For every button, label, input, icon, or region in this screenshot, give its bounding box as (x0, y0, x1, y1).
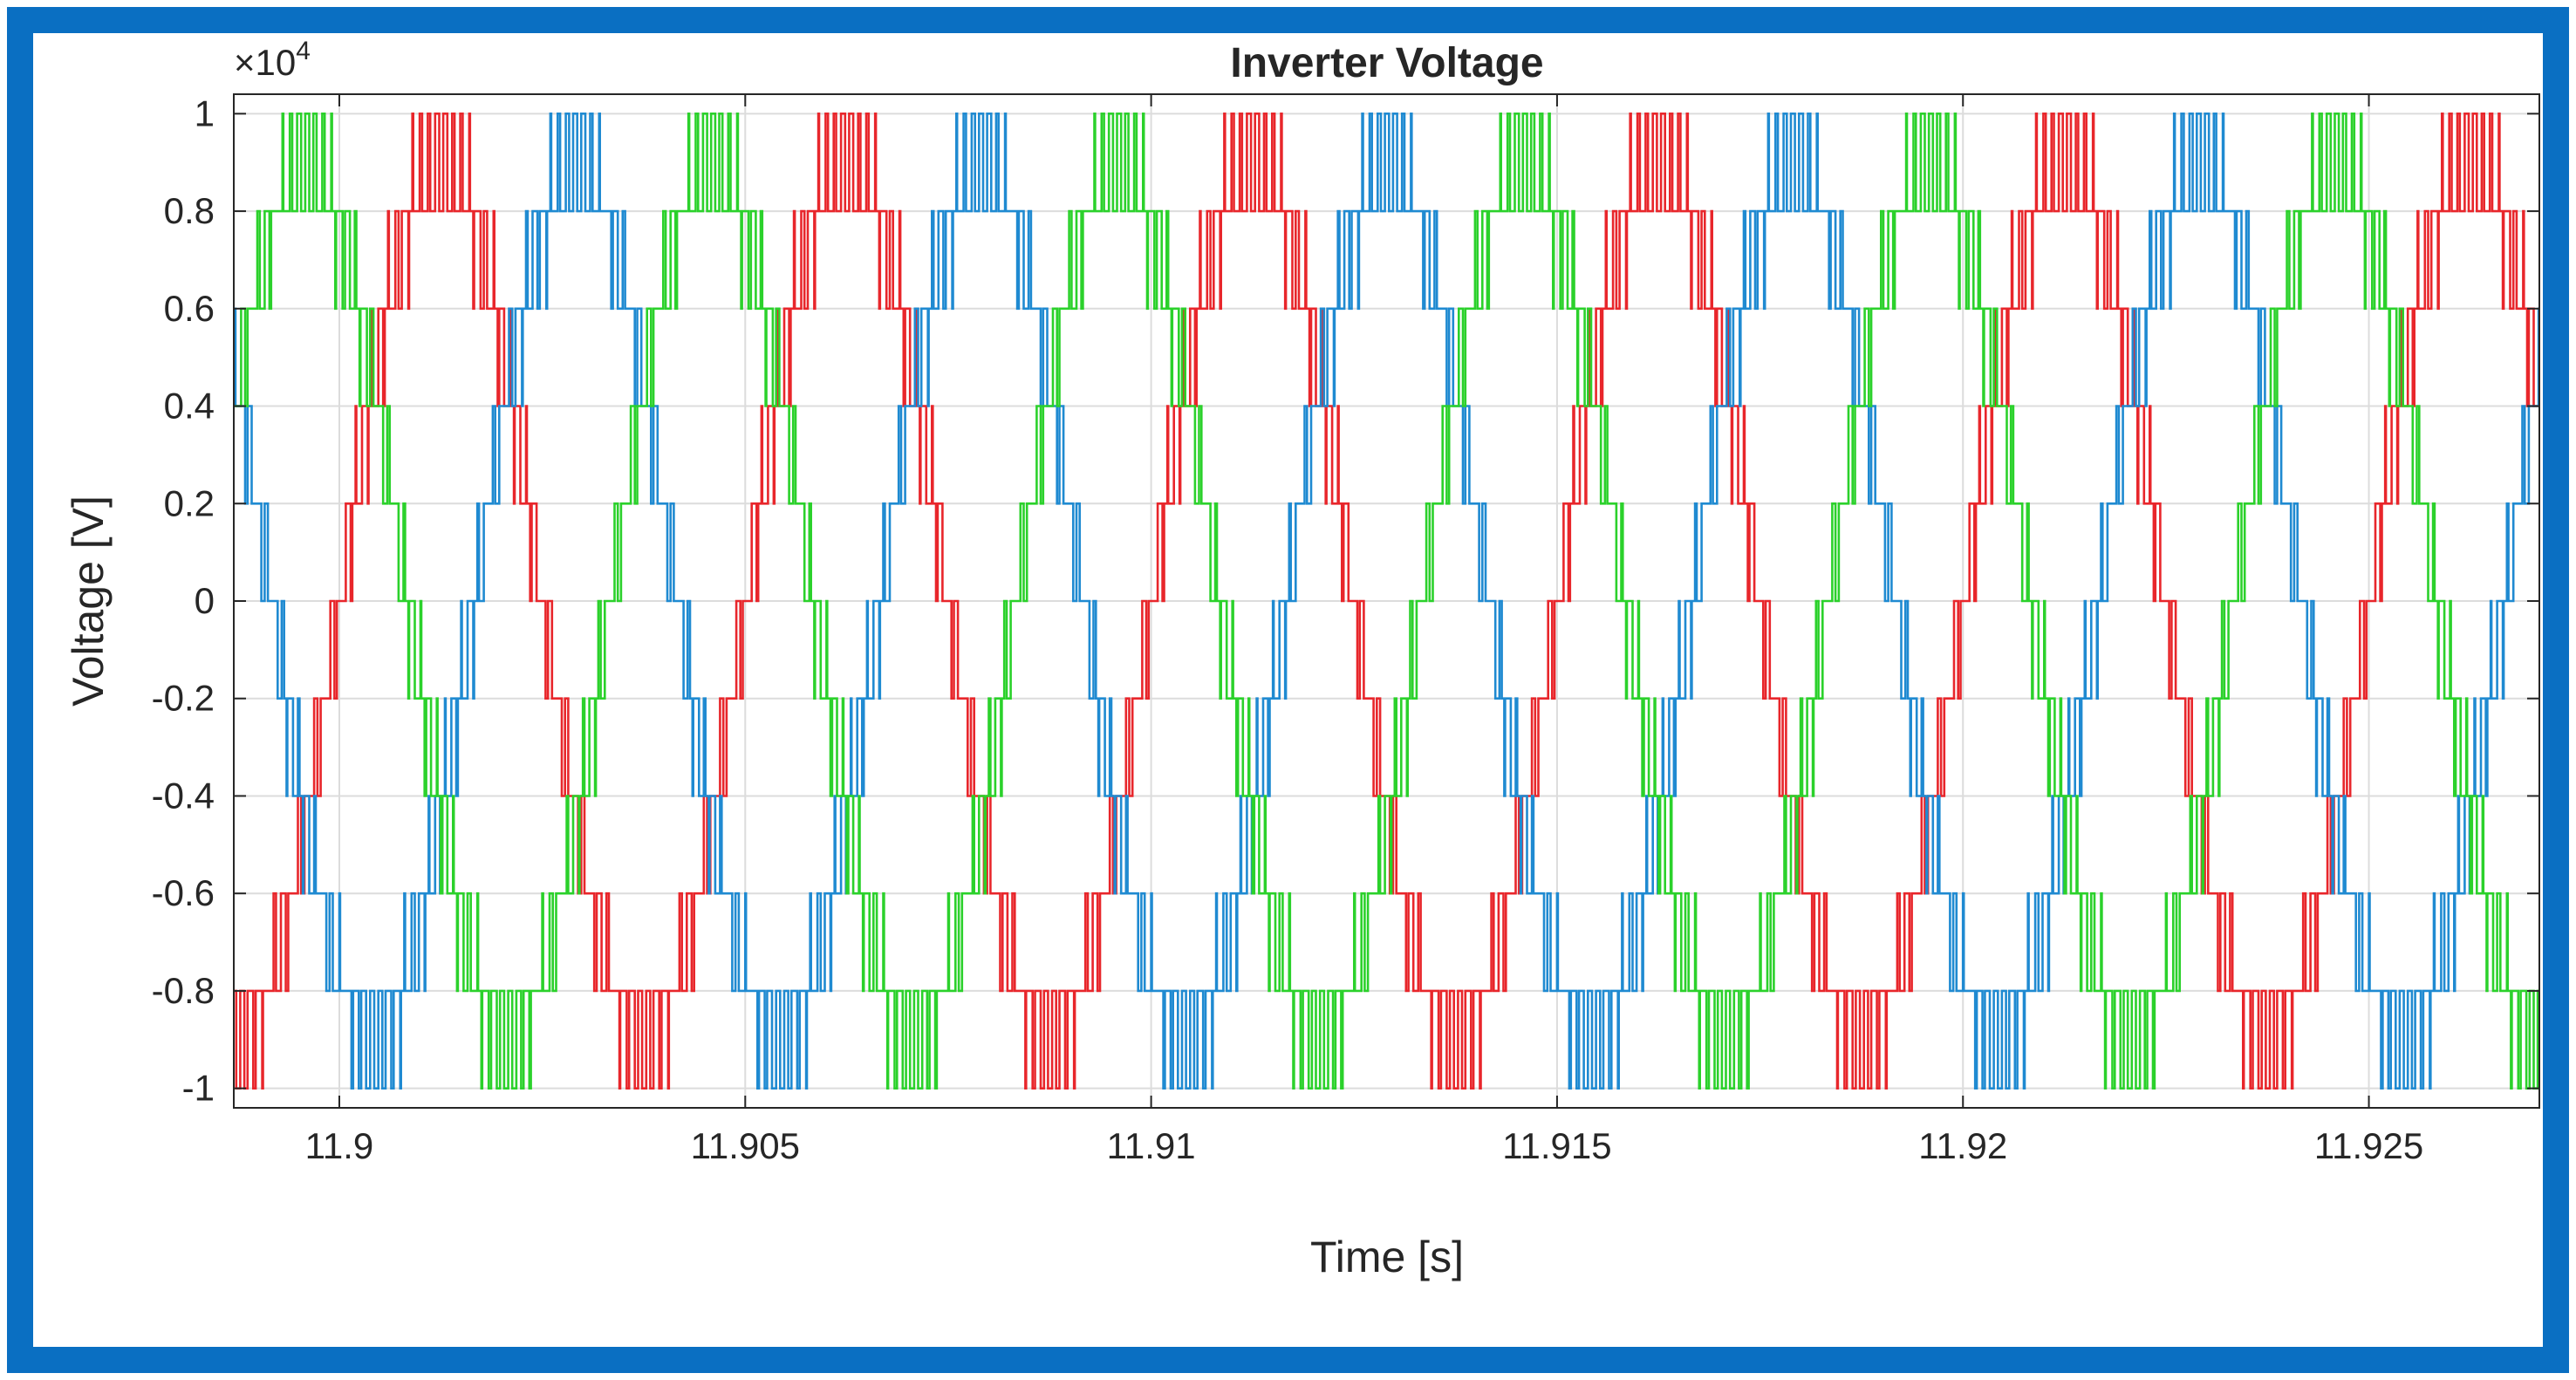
y-axis-multiplier: ×104 (234, 37, 311, 83)
x-tick-label: 11.91 (1107, 1125, 1196, 1166)
y-tick-label: 0.2 (164, 482, 215, 523)
x-axis-label: Time [s] (1310, 1233, 1464, 1281)
chart-frame: 11.9 11.905 11.91 11.915 11.92 11.925 -1 -0.8 -0… (7, 7, 2569, 1373)
y-axis-label: Voltage [V] (64, 495, 113, 707)
x-tick-label: 11.925 (2314, 1125, 2423, 1166)
y-tick-label: -0.2 (152, 678, 215, 719)
series-line-phase-c (234, 113, 2539, 1090)
y-tick-label: -0.8 (152, 970, 215, 1011)
x-tick-label: 11.905 (691, 1125, 800, 1166)
x-tick-label: 11.92 (1918, 1125, 2007, 1166)
y-tick-label: -0.4 (152, 775, 215, 816)
x-tick-label: 11.9 (305, 1125, 374, 1166)
chart-title: Inverter Voltage (1230, 40, 1543, 86)
y-tick-label: -1 (182, 1068, 215, 1109)
y-tick-label: -0.6 (152, 872, 215, 913)
x-tick-label: 11.915 (1502, 1125, 1611, 1166)
y-tick-label: 1 (195, 92, 215, 133)
y-tick-label: 0.4 (164, 386, 215, 427)
y-tick-label: 0.6 (164, 288, 215, 329)
series-line-phase-b (234, 113, 2539, 1090)
inverter-voltage-chart: 11.9 11.905 11.91 11.915 11.92 11.925 -1 -0.8 -0… (33, 33, 2543, 1347)
y-tick-label: 0 (195, 580, 215, 621)
y-tick-label: 0.8 (164, 190, 215, 231)
